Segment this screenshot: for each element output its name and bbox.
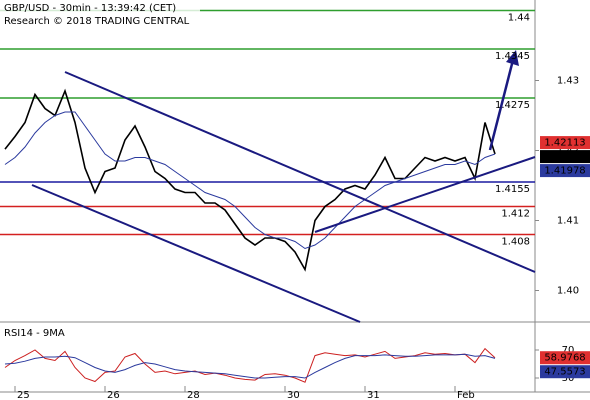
price-marker: [540, 365, 590, 379]
price-marker-label: 1.41978: [544, 166, 585, 177]
chart-title: GBP/USD - 30min - 13:39:42 (CET): [4, 3, 176, 14]
series-line: [4, 111, 496, 250]
price-marker-label: 1.42113: [544, 138, 585, 149]
x-tick-label: 30: [287, 390, 300, 400]
y-tick-label: 1.40: [557, 286, 579, 297]
price-marker-label: 1.4204: [548, 152, 583, 163]
level-label: 1.4275: [495, 100, 530, 111]
x-tick-label: 26: [107, 390, 120, 400]
title-bg: [0, 0, 200, 30]
level-label: 1.4345: [495, 51, 530, 62]
x-tick-label: 31: [367, 390, 380, 400]
level-label: 1.4155: [495, 184, 530, 195]
channel-line: [64, 71, 536, 273]
forecast-arrow: [488, 59, 515, 151]
support-line: [314, 156, 536, 233]
series-line: [4, 353, 496, 379]
channel-line: [31, 184, 361, 323]
x-tick-label: 25: [17, 390, 30, 400]
y-tick-label: 1.43: [557, 76, 579, 87]
x-tick-label: Feb: [457, 390, 475, 400]
price-marker: [540, 164, 590, 178]
price-marker-label: 58.9768: [544, 353, 585, 364]
chart-subtitle: Research © 2018 TRADING CENTRAL: [4, 16, 190, 27]
arrow-head: [506, 50, 519, 66]
price-marker: [540, 150, 590, 164]
y-tick-label: 30: [562, 373, 575, 384]
price-marker-label: 47.5573: [544, 367, 585, 378]
series-line: [4, 88, 496, 272]
level-label: 1.412: [501, 209, 530, 220]
level-label: 1.44: [508, 13, 530, 24]
level-label: 1.408: [501, 237, 530, 248]
y-tick-label: 70: [562, 345, 575, 356]
x-tick-label: 28: [187, 390, 200, 400]
rsi-title: RSI14 - 9MA: [4, 328, 65, 339]
y-tick-label: 1.41: [557, 216, 579, 227]
price-marker: [540, 136, 590, 150]
price-marker: [540, 351, 590, 365]
